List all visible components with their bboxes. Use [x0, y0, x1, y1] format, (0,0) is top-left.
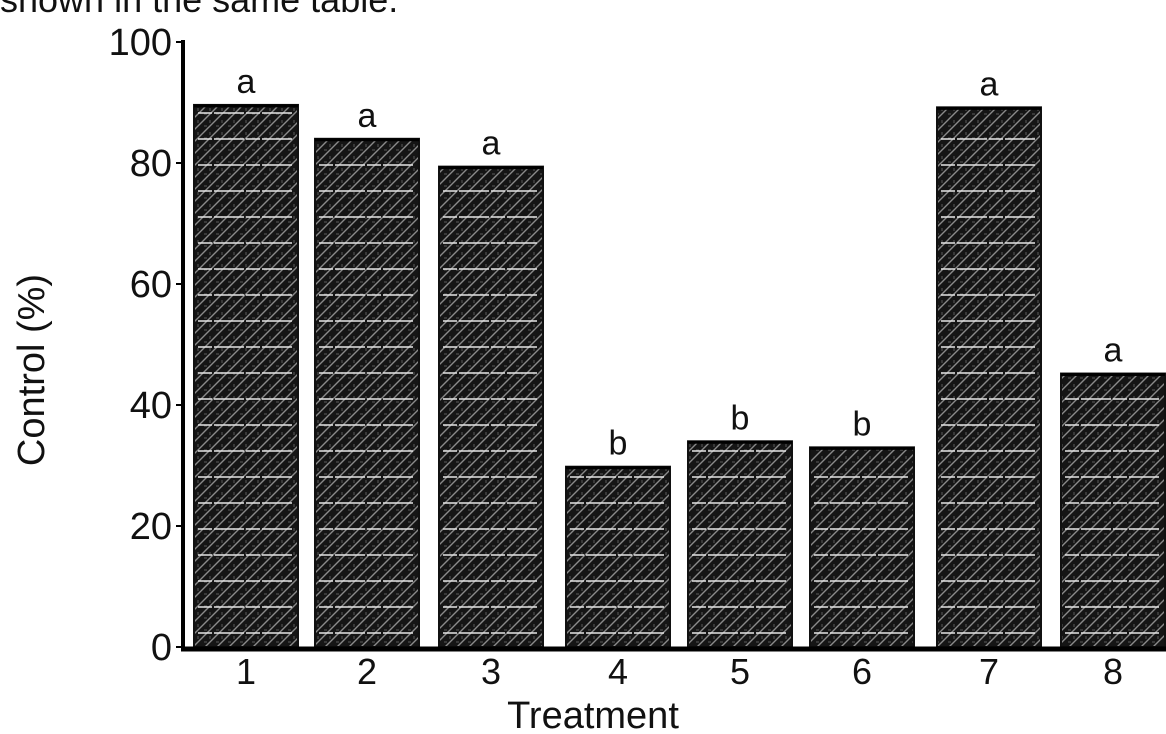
significance-letter: b [609, 425, 628, 463]
y-tick-label: 80 [130, 143, 172, 185]
x-tick-label: 5 [730, 651, 750, 692]
y-ticks-group: 0 20 40 60 80 100 [109, 22, 183, 669]
y-tick-label: 40 [130, 385, 172, 427]
significance-letter: a [482, 125, 501, 163]
cropped-caption-text: shown in the same table. [0, 0, 398, 20]
bar-1 [193, 103, 299, 649]
y-tick-label: 20 [130, 506, 172, 548]
bar-6 [809, 446, 915, 648]
significance-letter: a [237, 63, 256, 101]
x-tick-label: 6 [852, 651, 872, 692]
x-tick-label: 3 [481, 651, 501, 692]
bar-rect-8 [1060, 372, 1166, 648]
bar-rect-5 [687, 440, 793, 648]
y-tick-label: 0 [151, 627, 172, 669]
bar-7 [936, 106, 1042, 648]
significance-letter: a [358, 97, 377, 135]
bar-rect-3 [438, 165, 544, 648]
bar-2 [314, 137, 420, 649]
y-axis-title: Control (%) [11, 274, 53, 466]
bar-4 [565, 465, 671, 648]
significance-letter: b [731, 399, 750, 437]
bar-rect-4 [565, 465, 671, 648]
x-ticks-group: 1 2 3 4 5 6 7 8 [236, 651, 1123, 692]
x-tick-label: 2 [357, 651, 377, 692]
significance-letter: a [980, 65, 999, 103]
significance-letter: b [853, 405, 872, 443]
bar-5 [687, 440, 793, 648]
significance-letter: a [1104, 332, 1123, 370]
bar-rect-7 [936, 106, 1042, 648]
x-tick-label: 1 [236, 651, 256, 692]
bars-group [193, 103, 1166, 649]
bar-3 [438, 165, 544, 648]
y-tick-label: 60 [130, 264, 172, 306]
y-tick-label: 100 [109, 22, 172, 64]
significance-letters-group: a a a b b b a a [237, 63, 1123, 463]
x-axis-title: Treatment [507, 695, 679, 734]
x-tick-label: 4 [608, 651, 628, 692]
bar-8 [1060, 372, 1166, 648]
bar-rect-2 [314, 137, 420, 649]
bar-rect-6 [809, 446, 915, 648]
bar-rect-1 [193, 103, 299, 649]
x-tick-label: 8 [1103, 651, 1123, 692]
x-tick-label: 7 [979, 651, 999, 692]
